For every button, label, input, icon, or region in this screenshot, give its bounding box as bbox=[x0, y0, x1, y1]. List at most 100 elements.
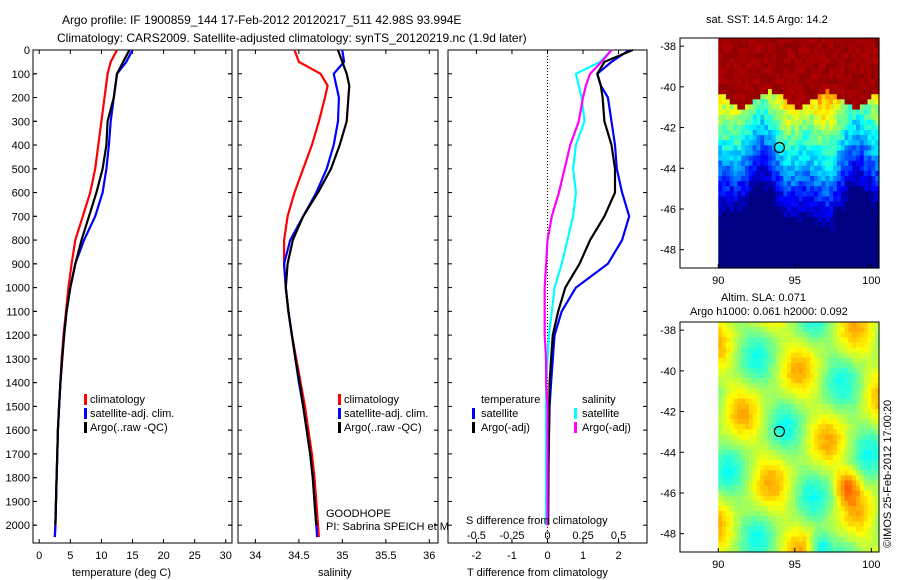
heatmap-cell bbox=[844, 130, 849, 136]
heatmap-cell bbox=[741, 84, 746, 90]
heatmap-cell bbox=[783, 160, 788, 167]
heatmap-cell bbox=[741, 393, 746, 400]
heatmap-cell bbox=[783, 378, 788, 384]
heatmap-cell bbox=[760, 68, 765, 75]
heatmap-cell bbox=[829, 211, 834, 218]
heatmap-cell bbox=[806, 227, 811, 233]
heatmap-cell bbox=[733, 398, 739, 405]
heatmap-cell bbox=[863, 485, 869, 492]
heatmap-cell bbox=[863, 506, 869, 512]
heatmap-cell bbox=[840, 43, 846, 49]
heatmap-cell bbox=[787, 216, 792, 223]
heatmap-cell bbox=[806, 124, 811, 131]
heatmap-cell bbox=[775, 216, 781, 223]
heatmap-cell bbox=[852, 393, 857, 400]
heatmap-cell bbox=[821, 434, 827, 441]
heatmap-cell bbox=[752, 186, 758, 192]
heatmap-cell bbox=[863, 521, 869, 528]
heatmap-cell bbox=[741, 546, 746, 553]
heatmap-cell bbox=[844, 242, 849, 249]
heatmap-cell bbox=[867, 327, 872, 333]
heatmap-cell bbox=[756, 531, 761, 538]
heatmap-cell bbox=[871, 449, 876, 456]
heatmap-cell bbox=[733, 373, 739, 379]
heatmap-cell bbox=[737, 114, 742, 121]
heatmap-cell bbox=[836, 119, 842, 126]
heatmap-cell bbox=[771, 191, 777, 198]
heatmap-cell bbox=[733, 327, 739, 333]
heatmap-cell bbox=[725, 511, 731, 517]
heatmap-cell bbox=[821, 63, 827, 70]
heatmap-cell bbox=[856, 511, 861, 517]
heatmap-cell bbox=[848, 140, 853, 146]
heatmap-cell bbox=[752, 38, 758, 44]
heatmap-cell bbox=[825, 495, 830, 502]
heatmap-cell bbox=[722, 43, 727, 49]
heatmap-cell bbox=[748, 526, 754, 533]
heatmap-cell bbox=[875, 490, 880, 497]
heatmap-cell bbox=[764, 94, 769, 100]
heatmap-cell bbox=[825, 531, 830, 538]
heatmap-cell bbox=[756, 414, 761, 420]
heatmap-cell bbox=[836, 211, 842, 218]
heatmap-cell bbox=[863, 511, 869, 517]
heatmap-cell bbox=[813, 449, 819, 456]
heatmap-cell bbox=[863, 368, 869, 374]
heatmap-cell bbox=[779, 516, 784, 522]
heatmap-cell bbox=[790, 454, 796, 461]
heatmap-cell bbox=[825, 176, 830, 182]
heatmap-cell bbox=[871, 332, 876, 338]
heatmap-cell bbox=[794, 393, 800, 400]
heatmap-cell bbox=[829, 109, 834, 116]
heatmap-cell bbox=[783, 541, 788, 548]
heatmap-cell bbox=[741, 495, 746, 502]
heatmap-cell bbox=[867, 465, 872, 471]
heatmap-cell bbox=[821, 181, 827, 187]
heatmap-cell bbox=[825, 68, 830, 75]
heatmap-cell bbox=[783, 388, 788, 395]
x-tick-label: 25 bbox=[189, 550, 201, 562]
heatmap-cell bbox=[725, 357, 731, 364]
heatmap-cell bbox=[737, 191, 742, 198]
heatmap-cell bbox=[871, 170, 876, 177]
heatmap-cell bbox=[863, 140, 869, 146]
heatmap-cell bbox=[836, 470, 842, 476]
heatmap-cell bbox=[859, 191, 865, 198]
heatmap-cell bbox=[836, 449, 842, 456]
heatmap-cell bbox=[745, 322, 750, 328]
heatmap-cell bbox=[859, 237, 865, 244]
legend-swatch-s-satellite bbox=[574, 408, 577, 419]
heatmap-cell bbox=[748, 352, 754, 359]
heatmap-cell bbox=[852, 368, 857, 374]
heatmap-cell bbox=[840, 38, 846, 44]
heatmap-cell bbox=[836, 454, 842, 461]
heatmap-cell bbox=[748, 337, 754, 344]
heatmap-cell bbox=[798, 398, 804, 405]
heatmap-cell bbox=[821, 140, 827, 146]
heatmap-cell bbox=[768, 424, 773, 430]
heatmap-cell bbox=[745, 99, 750, 106]
heatmap-cell bbox=[875, 516, 880, 522]
heatmap-cell bbox=[825, 490, 830, 497]
heatmap-cell bbox=[875, 257, 880, 264]
heatmap-cell bbox=[752, 257, 758, 264]
heatmap-cell bbox=[733, 424, 739, 430]
heatmap-cell bbox=[806, 48, 811, 54]
heatmap-cell bbox=[844, 211, 849, 218]
heatmap-cell bbox=[856, 242, 861, 249]
heatmap-cell bbox=[821, 119, 827, 126]
heatmap-cell bbox=[825, 521, 830, 528]
heatmap-cell bbox=[725, 262, 731, 269]
heatmap-cell bbox=[821, 160, 827, 167]
heatmap-cell bbox=[722, 460, 727, 466]
heatmap-cell bbox=[852, 342, 857, 349]
heatmap-cell bbox=[859, 347, 865, 354]
heatmap-cell bbox=[737, 490, 742, 497]
heatmap-cell bbox=[718, 470, 723, 476]
heatmap-cell bbox=[768, 145, 773, 152]
heatmap-cell bbox=[848, 109, 853, 116]
heatmap-cell bbox=[806, 352, 811, 359]
heatmap-cell bbox=[813, 460, 819, 466]
heatmap-cell bbox=[829, 242, 834, 249]
heatmap-cell bbox=[768, 262, 773, 269]
